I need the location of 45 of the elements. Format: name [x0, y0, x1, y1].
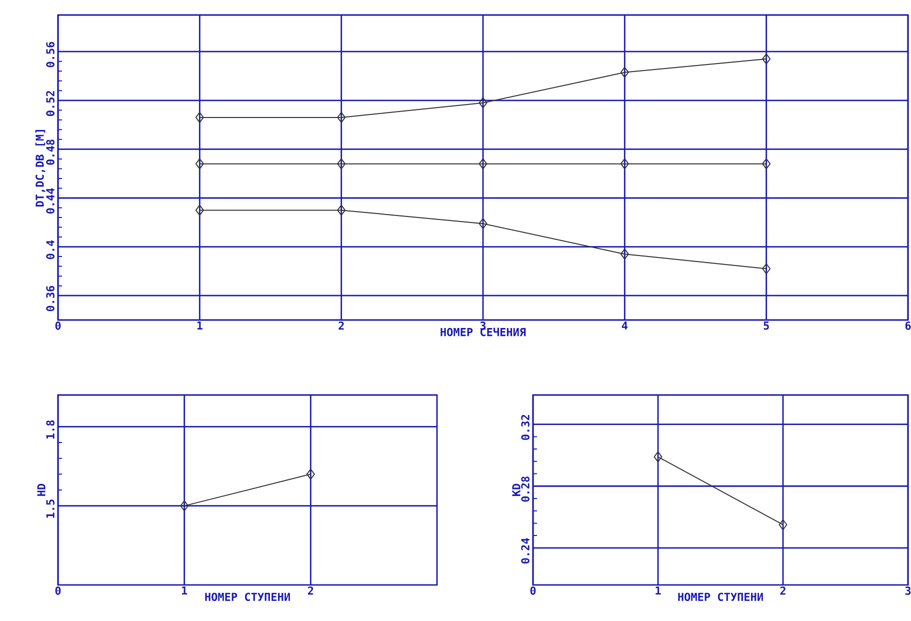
x-tick-label: 2: [308, 586, 314, 595]
x-tick-label: 4: [622, 322, 628, 330]
y-tick-label: 0.52: [46, 91, 54, 116]
x-tick-label: 0: [55, 586, 61, 595]
point: [337, 204, 346, 216]
point: [195, 158, 204, 170]
x-tick-label: 0: [55, 322, 61, 330]
y-tick-label: 1.5: [46, 500, 54, 518]
y-tick-label: 0.4: [46, 240, 54, 260]
x-tick-label: 1: [656, 586, 661, 595]
point: [762, 158, 771, 170]
x-tick-label: 1: [197, 322, 202, 330]
point: [620, 158, 629, 170]
point: [195, 112, 204, 123]
y-tick-label: 1.8: [46, 420, 54, 439]
point: [478, 158, 488, 170]
x-axis-title: НОМЕР СТУПЕНИ: [678, 592, 763, 602]
point: [478, 97, 488, 108]
point: [762, 53, 771, 64]
point: [620, 248, 629, 260]
point: [195, 204, 204, 216]
point: [762, 263, 771, 274]
y-axis-title: HD: [37, 484, 46, 496]
y-tick-label: 0.32: [521, 415, 530, 440]
point: [337, 112, 346, 123]
point: [620, 66, 629, 78]
y-tick-label: 0.44: [46, 188, 54, 214]
point: [337, 158, 346, 170]
x-tick-label: 2: [780, 586, 786, 595]
x-tick-label: 5: [764, 322, 769, 330]
y-axis-title: KD: [512, 484, 520, 496]
x-tick-label: 2: [338, 322, 344, 330]
y-tick-label: 0.56: [46, 42, 54, 68]
y-tick-label: 0.24: [521, 538, 530, 564]
y-tick-label: 0.36: [46, 286, 54, 312]
y-tick-label: 0.28: [521, 476, 530, 502]
y-tick-label: 0.48: [46, 140, 54, 165]
x-tick-label: 3: [905, 586, 911, 595]
x-tick-label: 0: [530, 586, 536, 595]
x-axis-title: НОМЕР СЕЧЕНИЯ: [440, 328, 526, 336]
x-tick-label: 6: [905, 322, 911, 330]
y-axis-title: DT,DC,DB [M]: [35, 130, 46, 206]
x-tick-label: 1: [182, 586, 188, 595]
x-axis-title: НОМЕР СТУПЕНИ: [205, 592, 290, 602]
point: [478, 218, 488, 230]
